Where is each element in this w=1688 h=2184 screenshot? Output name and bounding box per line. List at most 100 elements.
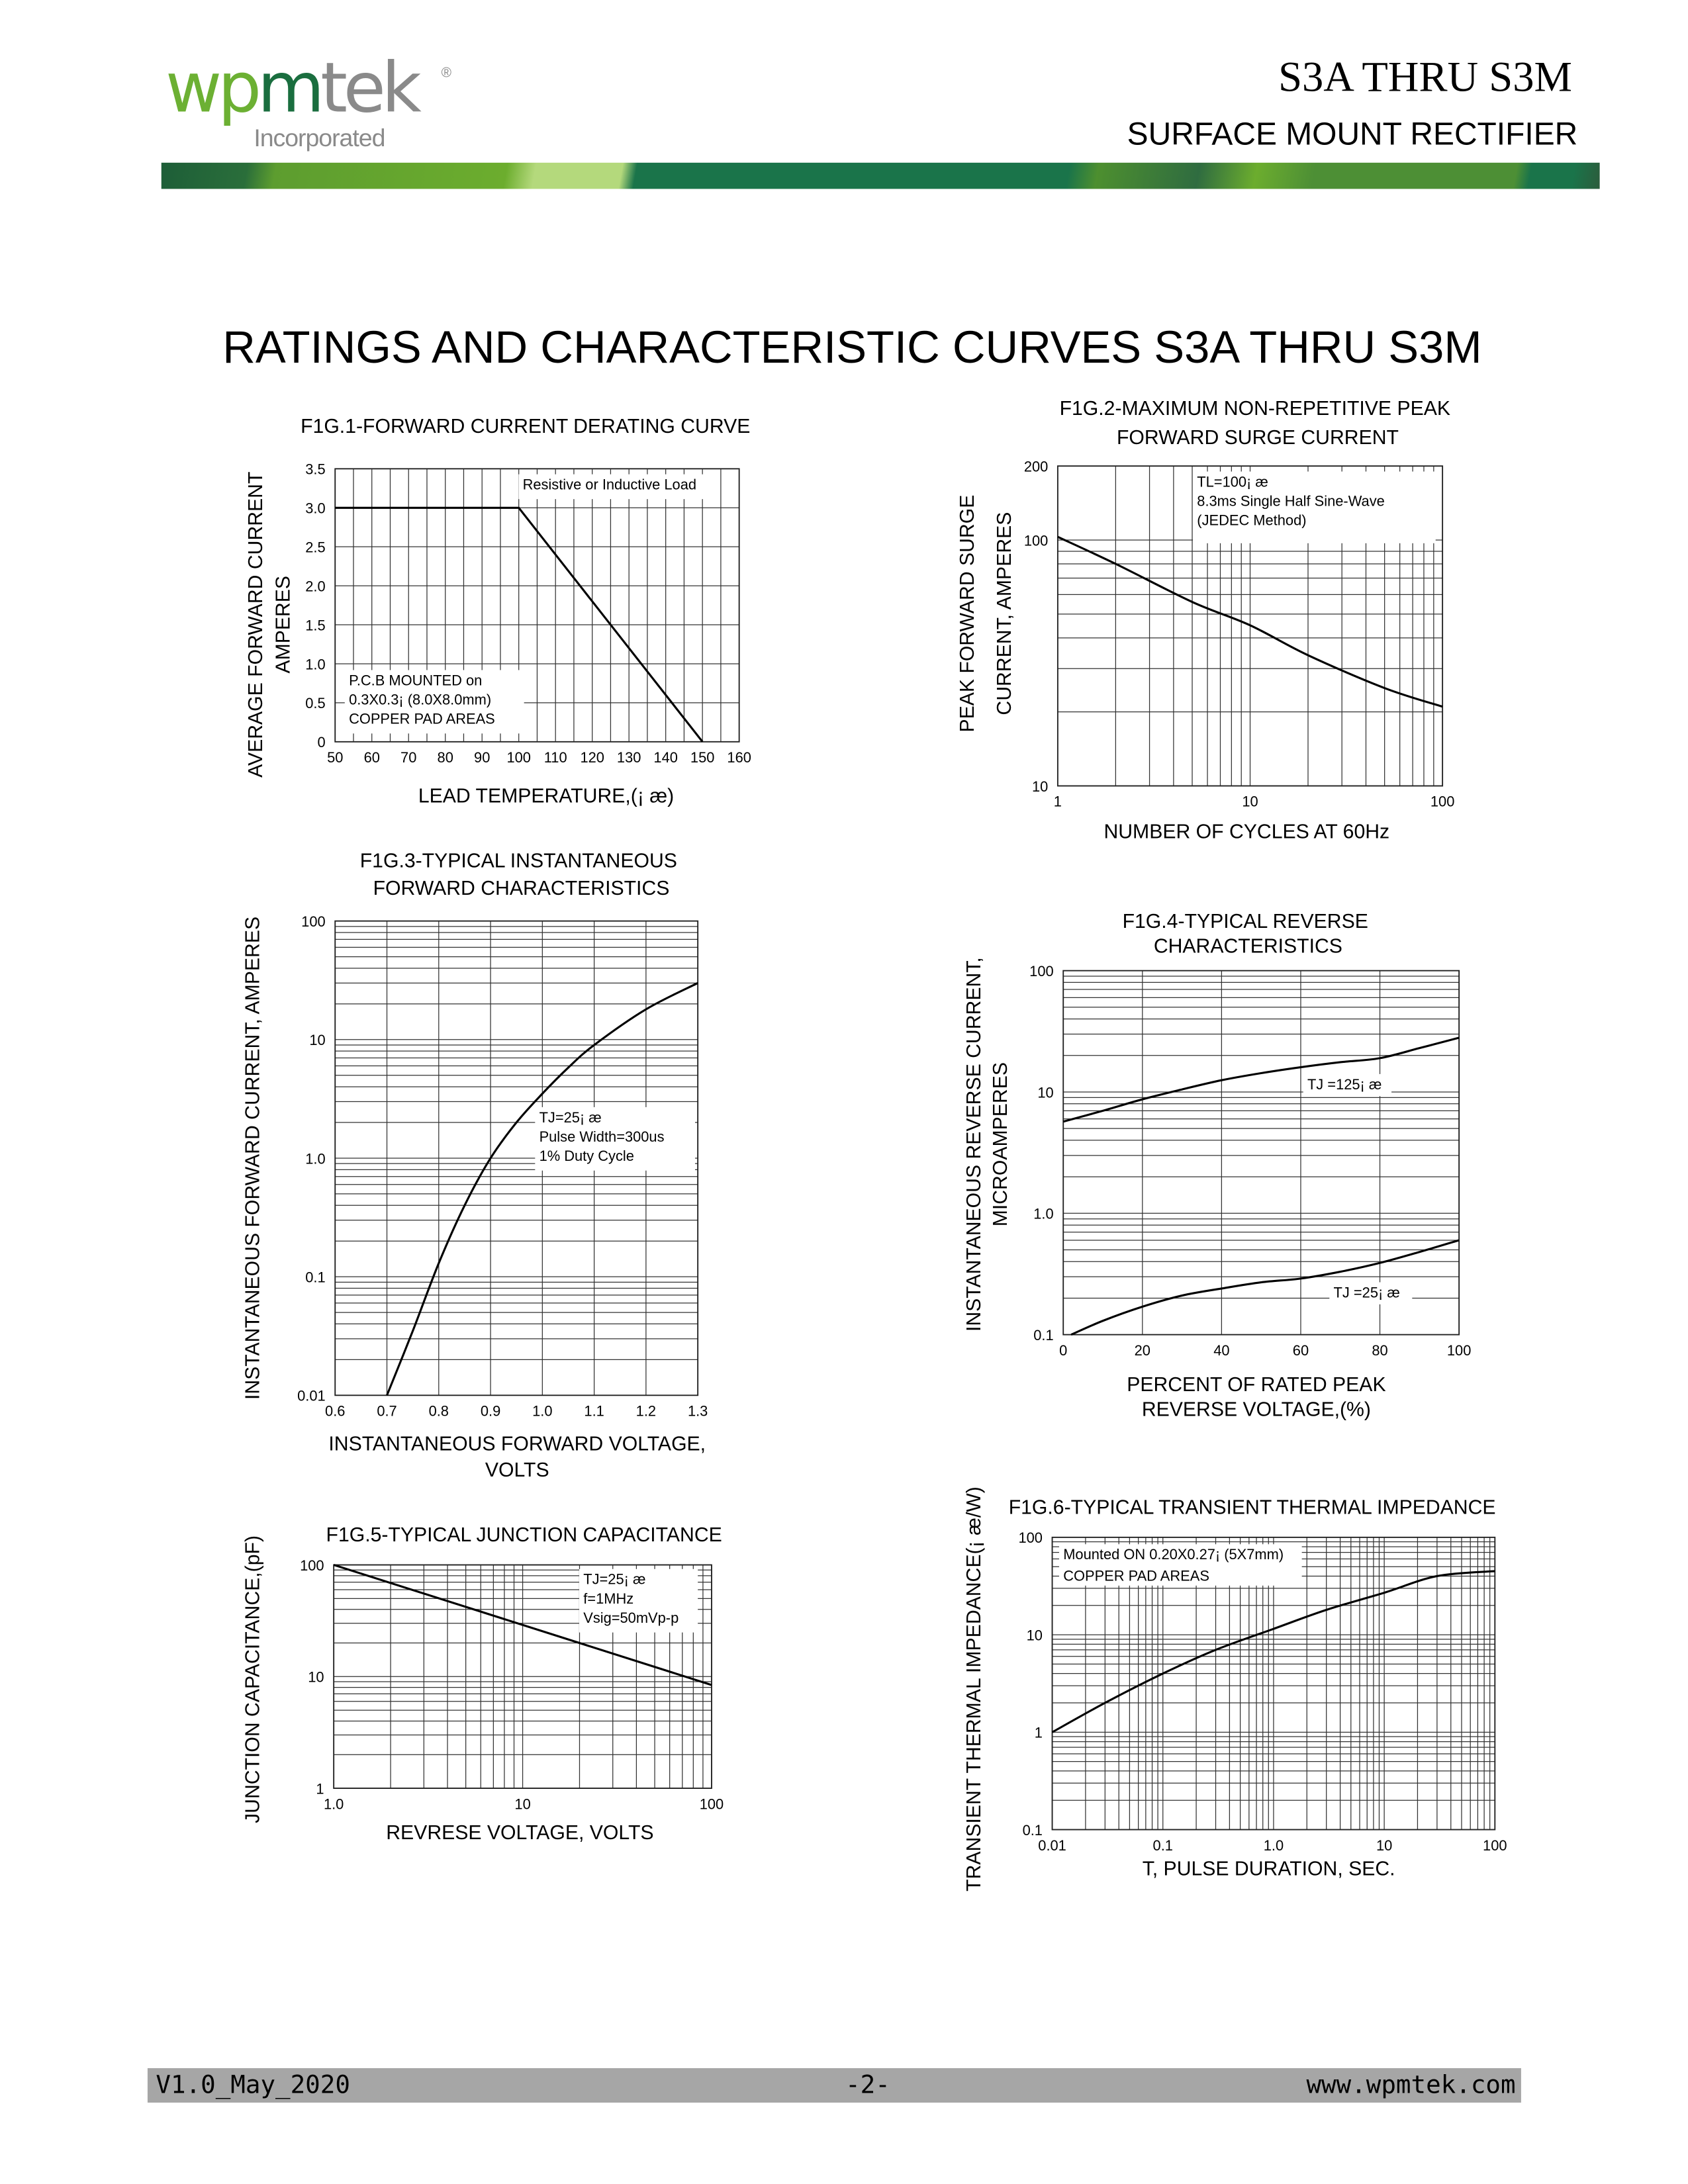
fig1-x-axis-label: LEAD TEMPERATURE,(¡ æ) [418,785,674,807]
fig3-x-axis-label: INSTANTANEOUS FORWARD VOLTAGE, [328,1433,706,1455]
y-tick-label: 0.01 [297,1388,326,1404]
fig4-plot-frame [1062,970,1460,1336]
annotation-text: TL=100¡ æ [1197,473,1268,490]
x-tick-label: 100 [1483,1837,1507,1854]
annotation-box [579,1569,698,1633]
footer-version: V1.0_May_2020 [156,2071,350,2100]
x-tick-label: 0.7 [377,1403,397,1420]
annotation-text: Mounted ON 0.20X0.27¡ (5X7mm) [1063,1546,1284,1563]
y-tick-label: 0.1 [1033,1327,1053,1343]
fig3-title: FORWARD CHARACTERISTICS [373,878,670,899]
model-range: S3A THRU S3M [1278,52,1572,101]
fig6-title: F1G.6-TYPICAL TRANSIENT THERMAL IMPEDANC… [1009,1496,1496,1518]
x-tick-label: 70 [400,749,416,766]
x-tick-label: 1.0 [532,1403,552,1420]
x-tick-label: 1.0 [1264,1837,1284,1854]
annotation-text: P.C.B MOUNTED on [349,672,482,688]
x-tick-label: 0.6 [325,1403,345,1420]
footer-bar: V1.0_May_2020 -2- www.wpmtek.com [147,2068,1521,2103]
y-tick-label: 100 [1018,1529,1042,1546]
fig3-title: F1G.3-TYPICAL INSTANTANEOUS [360,850,677,872]
logo-incorporated: Incorporated [254,124,385,152]
series-line-surge [1057,535,1443,708]
wpmtek-logo: wpmtek ® Incorporated [165,47,469,163]
annotation-text: 0.3X0.3¡ (8.0X8.0mm) [349,691,491,707]
annotation-text: 8.3ms Single Half Sine-Wave [1197,492,1384,509]
y-tick-label: 10 [308,1669,324,1686]
footer-page-number: -2- [845,2071,890,2100]
annotation-text: Vsig=50mVp-p [583,1610,679,1626]
y-tick-label: 1.0 [305,656,325,672]
x-tick-label: 50 [327,749,343,766]
series-line-tj-125 [1062,1036,1460,1123]
fig6-plot-frame [1051,1536,1496,1831]
fig4-y-axis-label: INSTANTANEOUS REVERSE CURRENT, [963,957,985,1332]
x-tick-label: 80 [1372,1342,1387,1359]
fig2-title: FORWARD SURGE CURRENT [1117,427,1399,449]
logo-registered-mark: ® [441,66,452,81]
annotation-text: TJ=25¡ æ [539,1109,602,1126]
fig6-x-axis-label: T, PULSE DURATION, SEC. [1143,1858,1395,1880]
fig3-plot-frame [334,920,699,1396]
x-tick-label: 0 [1059,1342,1067,1359]
fig4-x-axis-label: PERCENT OF RATED PEAK [1127,1374,1385,1396]
fig4-title: CHARACTERISTICS [1154,936,1342,958]
annotation-text: TJ =25¡ æ [1334,1284,1400,1300]
fig3-grid [334,921,698,1396]
annotation-box [1193,471,1436,543]
x-tick-label: 1.3 [688,1403,708,1420]
fig1-y-axis-label: AMPERES [272,576,294,674]
fig2-plot-frame [1056,465,1444,787]
x-tick-label: 90 [474,749,490,766]
fig6-chart: Mounted ON 0.20X0.27¡ (5X7mm) COPPER PAD … [963,1486,1507,1891]
annotation-text: TJ=25¡ æ [583,1571,645,1588]
header-color-band [161,162,1600,189]
x-tick-label: 120 [580,749,604,766]
x-tick-label: 100 [1430,794,1454,810]
fig3-x-axis-label: VOLTS [485,1459,549,1481]
y-tick-label: 1 [1035,1725,1043,1741]
x-tick-label: 40 [1213,1342,1229,1359]
y-tick-label: 10 [1037,1084,1053,1101]
y-tick-label: 3.0 [305,500,325,517]
fig3-chart: TJ=25¡ æ Pulse Width=300us 1% Duty Cycle 0.… [242,850,708,1481]
x-tick-label: 1.1 [584,1403,604,1420]
x-tick-label: 20 [1135,1342,1150,1359]
annotation-text: f=1MHz [583,1590,633,1607]
y-tick-label: 0.5 [305,695,325,711]
fig2-x-axis-label: NUMBER OF CYCLES AT 60Hz [1103,821,1389,843]
annotation-text: TJ =125¡ æ [1307,1076,1382,1093]
footer-website[interactable]: www.wpmtek.com [1306,2071,1516,2100]
series-line-derating [335,506,704,743]
y-tick-label: 0 [317,734,325,751]
x-tick-label: 110 [544,749,567,766]
annotation-text: Pulse Width=300us [539,1128,665,1145]
fig2-title: F1G.2-MAXIMUM NON-REPETITIVE PEAK [1060,398,1450,420]
x-tick-label: 60 [1293,1342,1309,1359]
logo-wordmark: wpmtek [165,48,422,128]
annotation-box [1303,1073,1392,1097]
series-line-tj-25 [1070,1239,1460,1336]
y-tick-label: 2.5 [305,539,325,556]
y-tick-label: 0.1 [305,1269,325,1285]
fig4-y-axis-label: MICROAMPERES [990,1062,1011,1226]
annotation-text: COPPER PAD AREAS [1063,1568,1209,1584]
y-tick-label: 1.0 [305,1150,325,1167]
fig4-chart: TJ =125¡ æ TJ =25¡ æ 0 20 40 60 80 100 0.1 1.0 10 1… [963,911,1471,1420]
fig5-chart: TJ=25¡ æ f=1MHz Vsig=50mVp-p 1.0 10 100 1 10 100… [242,1524,724,1844]
fig4-x-axis-label: REVERSE VOLTAGE,(%) [1142,1399,1371,1421]
y-tick-label: 100 [301,913,325,930]
annotation-text: COPPER PAD AREAS [349,711,495,727]
product-type: SURFACE MOUNT RECTIFIER [1127,115,1578,152]
annotation-box [535,1107,695,1171]
x-tick-label: 100 [506,749,530,766]
x-tick-label: 140 [653,749,677,766]
annotation-box [344,670,524,734]
fig4-grid [1062,970,1460,1336]
y-tick-label: 100 [300,1557,324,1574]
y-tick-label: 10 [309,1032,325,1048]
fig1-plot-frame [334,468,740,743]
y-tick-label: 1.0 [1033,1206,1053,1222]
fig1-chart: Resistive or Inductive Load P.C.B MOUNTED… [245,416,751,807]
